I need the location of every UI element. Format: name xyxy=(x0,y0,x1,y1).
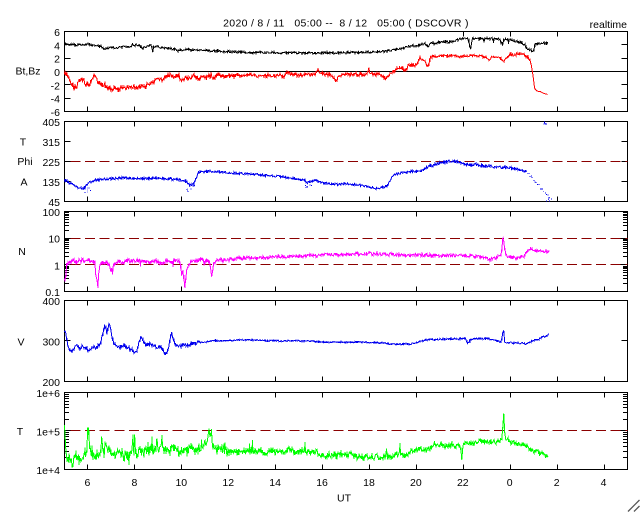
svg-text:22: 22 xyxy=(457,477,469,489)
svg-text:8: 8 xyxy=(131,477,137,489)
svg-text:T: T xyxy=(17,426,24,438)
svg-text:20: 20 xyxy=(410,477,422,489)
svg-text:T: T xyxy=(20,137,27,149)
svg-text:10: 10 xyxy=(48,234,60,246)
svg-text:12: 12 xyxy=(222,477,234,489)
svg-text:UT: UT xyxy=(337,493,352,505)
svg-text:225: 225 xyxy=(42,157,60,169)
svg-text:16: 16 xyxy=(316,477,328,489)
svg-text:2: 2 xyxy=(54,54,60,66)
svg-text:300: 300 xyxy=(42,337,60,349)
svg-text:-6: -6 xyxy=(51,107,60,119)
svg-text:0.1: 0.1 xyxy=(45,287,60,299)
svg-text:N: N xyxy=(18,246,26,258)
svg-text:405: 405 xyxy=(42,117,60,129)
svg-text:-2: -2 xyxy=(51,80,60,92)
svg-text:100: 100 xyxy=(42,207,60,219)
svg-text:4: 4 xyxy=(54,40,60,52)
svg-text:-4: -4 xyxy=(51,94,60,106)
svg-text:10: 10 xyxy=(175,477,187,489)
svg-text:200: 200 xyxy=(42,377,60,389)
svg-text:2: 2 xyxy=(554,477,560,489)
svg-text:4: 4 xyxy=(601,477,607,489)
svg-text:V: V xyxy=(17,337,24,349)
svg-text:0: 0 xyxy=(54,67,60,79)
svg-text:6: 6 xyxy=(85,477,91,489)
svg-text:6: 6 xyxy=(54,27,60,39)
svg-text:45: 45 xyxy=(48,197,60,209)
svg-text:18: 18 xyxy=(363,477,375,489)
svg-text:1e+4: 1e+4 xyxy=(36,465,60,477)
svg-text:315: 315 xyxy=(42,137,60,149)
svg-text:135: 135 xyxy=(42,177,60,189)
svg-text:1: 1 xyxy=(54,260,60,272)
svg-text:14: 14 xyxy=(269,477,281,489)
svg-text:A: A xyxy=(20,177,27,189)
svg-text:2020 / 8 / 11 05:00 -- 8 /: 2020 / 8 / 11 05:00 -- 8 / 12 05:00 ( DS… xyxy=(223,18,469,30)
svg-text:0: 0 xyxy=(507,477,513,489)
svg-text:Bt,Bz: Bt,Bz xyxy=(15,66,40,78)
svg-text:1e+6: 1e+6 xyxy=(36,388,60,400)
svg-text:Phi: Phi xyxy=(17,156,32,168)
svg-text:1e+5: 1e+5 xyxy=(36,427,60,439)
svg-text:400: 400 xyxy=(42,296,60,308)
svg-text:realtime: realtime xyxy=(590,19,628,31)
